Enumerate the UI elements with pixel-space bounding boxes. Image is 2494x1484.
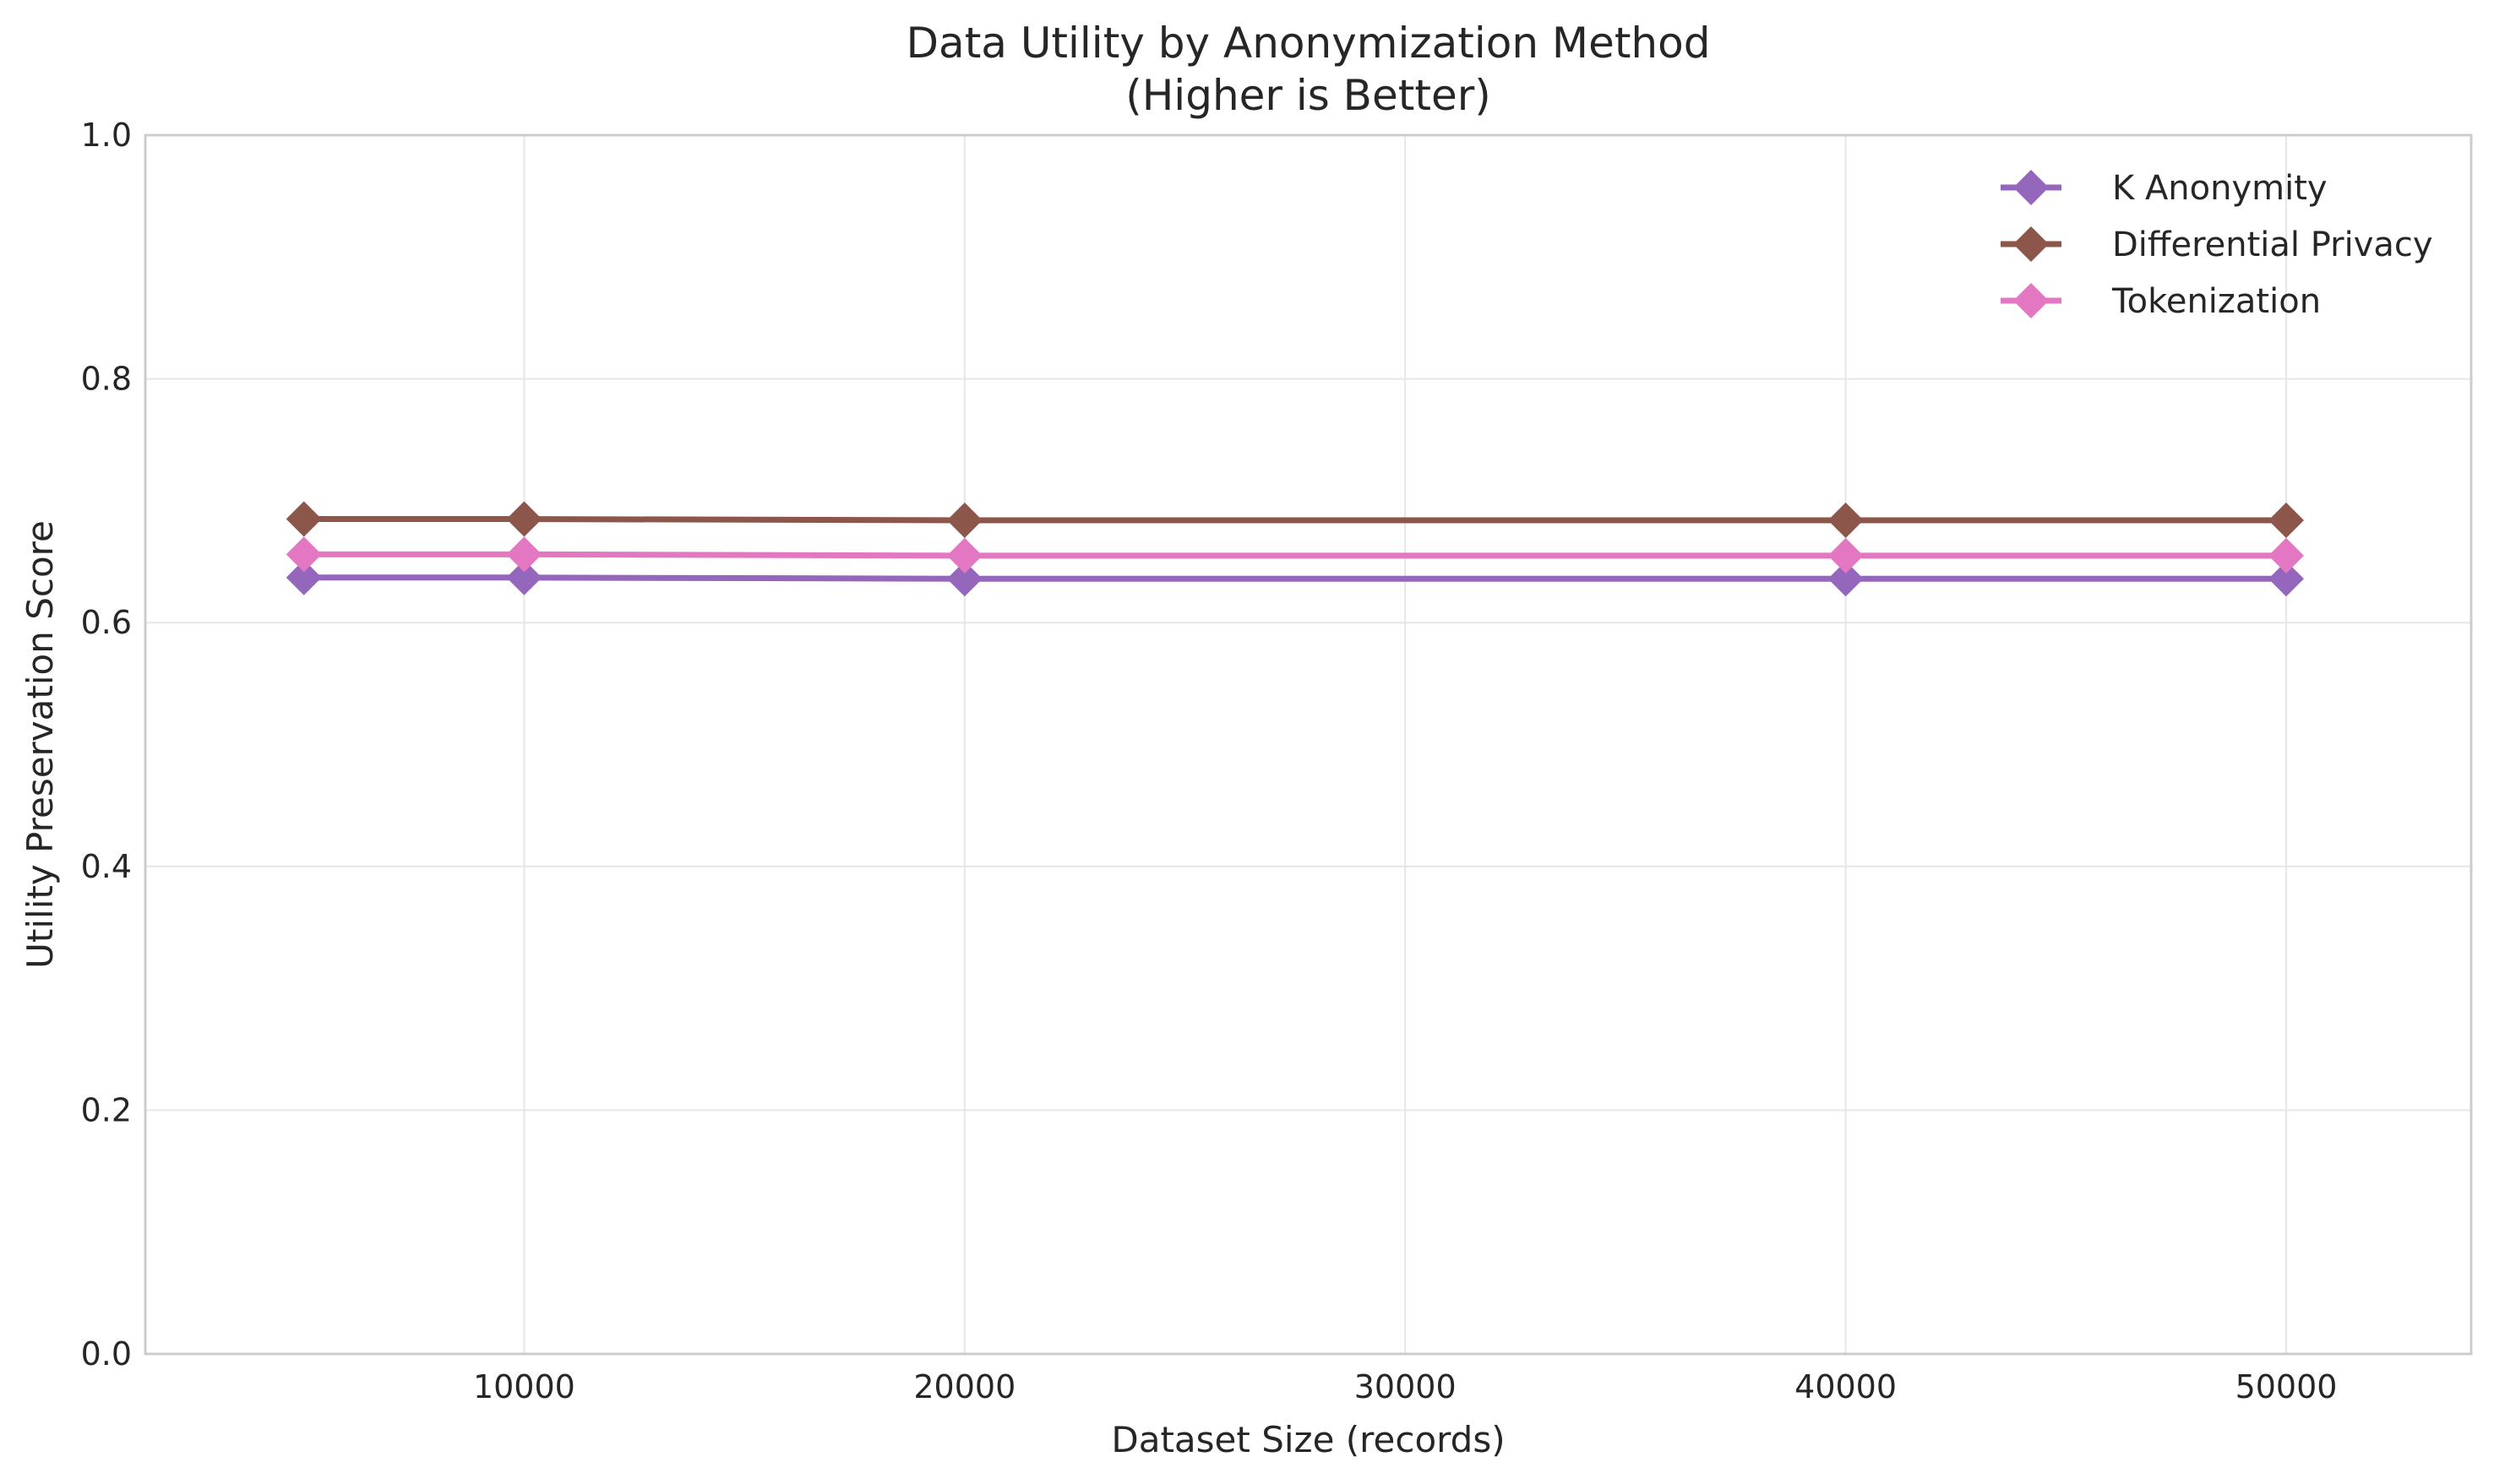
legend-label: K Anonymity — [2112, 169, 2328, 208]
data-point — [286, 501, 322, 537]
legend-item: Differential Privacy — [2001, 226, 2433, 264]
x-axis-label: Dataset Size (records) — [1111, 1419, 1505, 1460]
x-tick-label: 30000 — [1354, 1368, 1457, 1405]
plot-frame — [144, 133, 2473, 1356]
x-tick-label: 50000 — [2235, 1368, 2338, 1405]
data-point — [1827, 502, 1864, 538]
data-point — [286, 536, 322, 573]
y-tick-label: 0.0 — [81, 1335, 132, 1373]
legend-label: Differential Privacy — [2112, 226, 2433, 264]
data-point — [1827, 537, 1864, 573]
chart-title: Data Utility by Anonymization Method — [907, 19, 1711, 68]
legend: K Anonymity Differential Privacy Tokenizat… — [2001, 169, 2433, 321]
data-point — [2268, 561, 2305, 597]
series-line — [303, 574, 2287, 582]
series-k-anonymity — [286, 559, 2305, 597]
legend-marker — [2013, 226, 2049, 262]
data-point — [506, 501, 542, 537]
data-point — [946, 561, 983, 597]
data-point — [2268, 502, 2305, 538]
series-line — [303, 551, 2287, 559]
series-differential-privacy — [286, 501, 2305, 538]
legend-marker — [2013, 283, 2049, 318]
chart-subtitle: (Higher is Better) — [1125, 71, 1491, 120]
series-line — [303, 516, 2287, 524]
data-point — [506, 559, 542, 595]
data-point — [1827, 561, 1864, 597]
y-tick-label: 0.6 — [81, 604, 132, 641]
x-tick-label: 20000 — [913, 1368, 1016, 1405]
series-group — [286, 501, 2305, 597]
data-point — [946, 502, 983, 538]
x-tick-label: 40000 — [1794, 1368, 1897, 1405]
legend-label: Tokenization — [2111, 282, 2321, 321]
legend-item: K Anonymity — [2001, 169, 2328, 208]
data-point — [506, 536, 542, 573]
data-point — [946, 537, 983, 573]
y-axis-ticks: 0.0 0.2 0.4 0.6 0.8 1.0 — [81, 117, 132, 1373]
y-axis-label: Utility Preservation Score — [19, 520, 61, 969]
data-point — [2268, 537, 2305, 573]
y-tick-label: 0.8 — [81, 361, 132, 398]
y-tick-label: 0.4 — [81, 848, 132, 885]
y-tick-label: 0.2 — [81, 1091, 132, 1128]
legend-item: Tokenization — [2001, 282, 2321, 321]
x-tick-label: 10000 — [473, 1368, 575, 1405]
series-tokenization — [286, 536, 2305, 573]
x-axis-ticks: 10000 20000 30000 40000 50000 — [473, 1368, 2337, 1405]
y-tick-label: 1.0 — [81, 117, 132, 154]
data-point — [286, 559, 322, 595]
legend-marker — [2013, 170, 2049, 205]
